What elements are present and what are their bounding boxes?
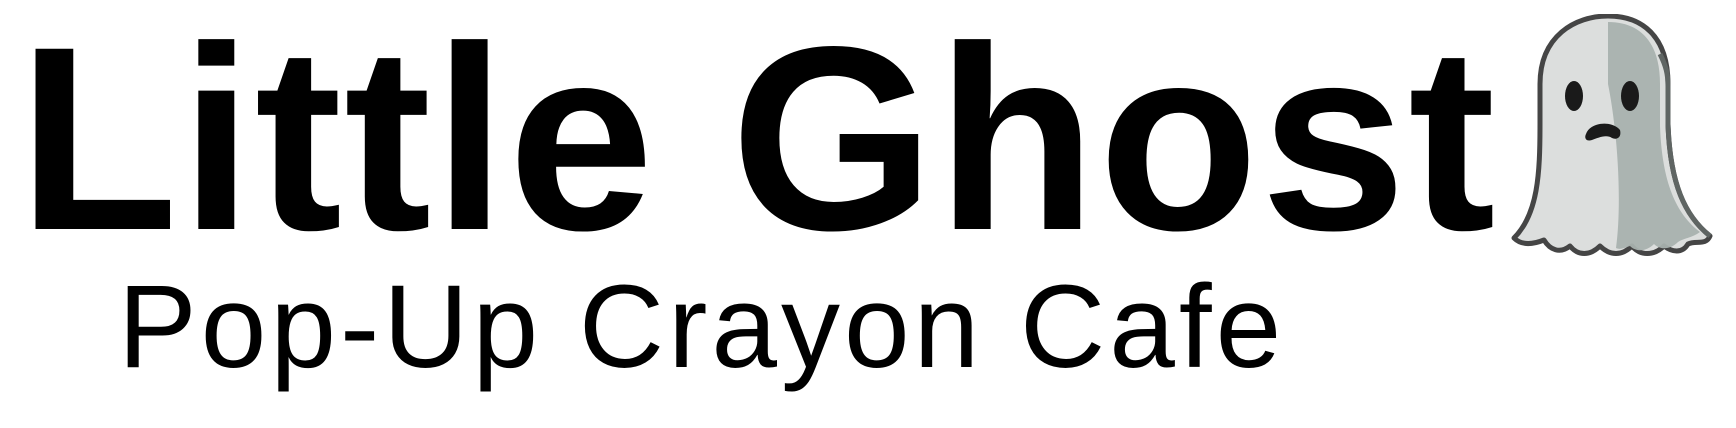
ghost-icon <box>1511 14 1713 256</box>
logo-title: Little Ghost <box>18 0 1498 285</box>
logo-subtitle: Pop-Up Crayon Cafe <box>118 261 1286 393</box>
